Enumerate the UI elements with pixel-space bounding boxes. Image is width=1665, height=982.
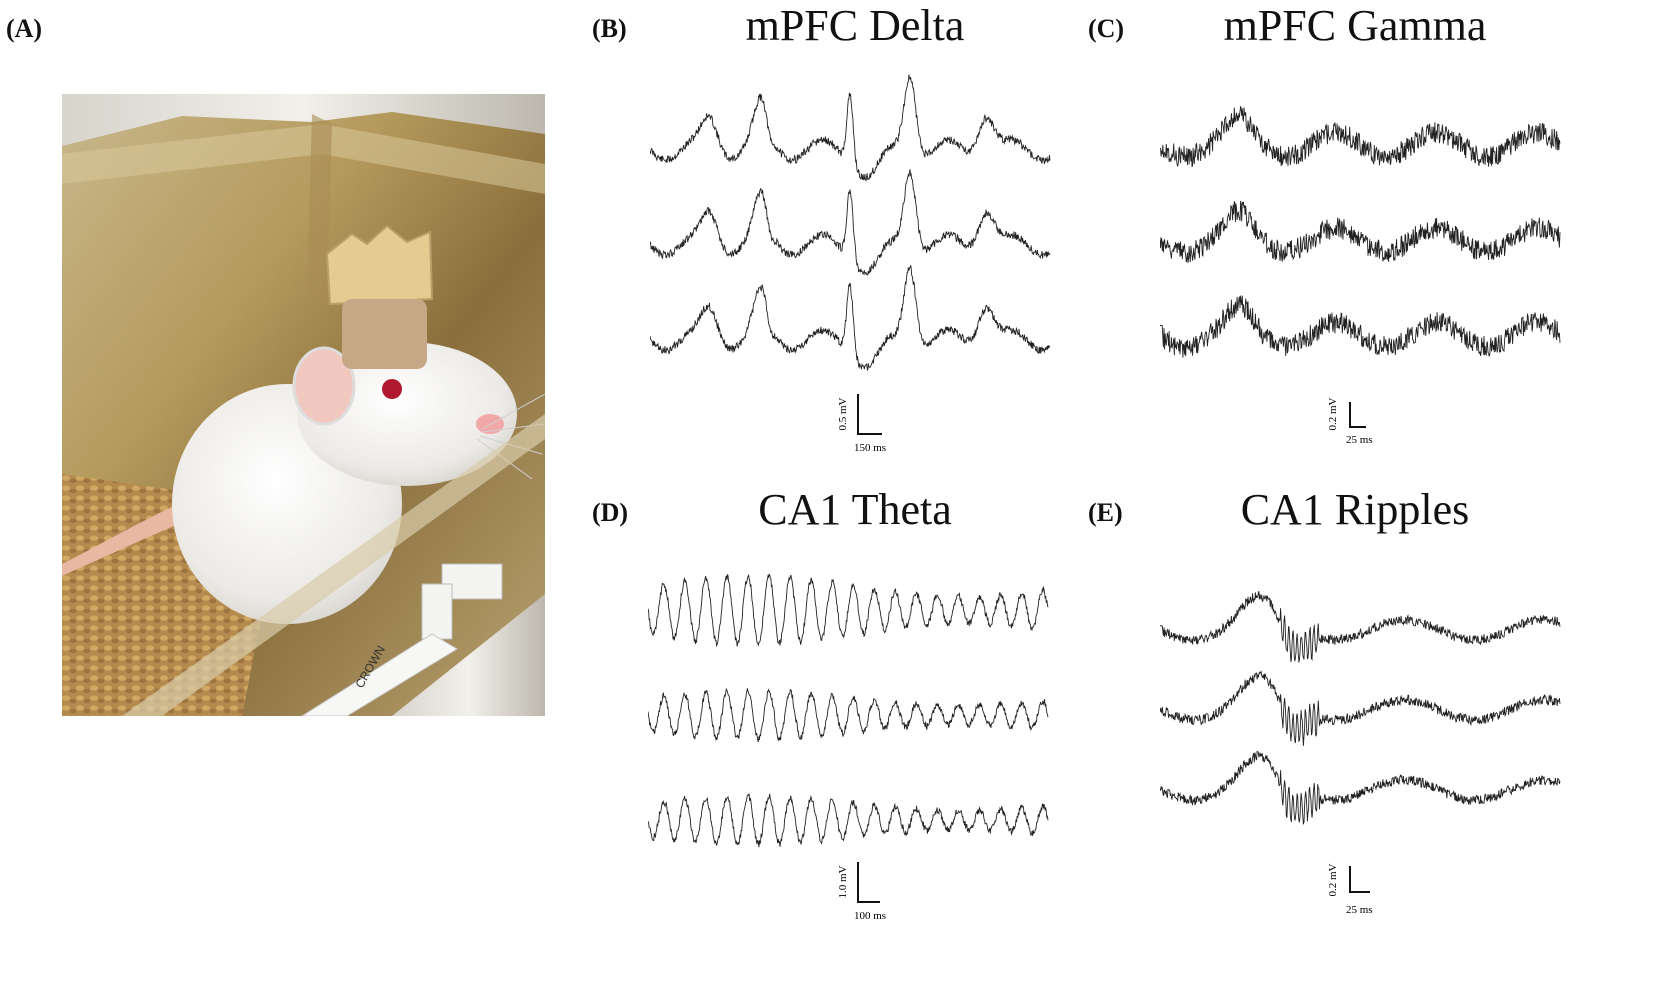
panel-title-d: CA1 Theta bbox=[758, 485, 952, 534]
cage-corner bbox=[307, 114, 332, 304]
scalebar-d-time: 100 ms bbox=[854, 910, 886, 922]
rat-eye bbox=[382, 379, 402, 399]
scalebar-c-voltage: 0.2 mV bbox=[1327, 397, 1339, 430]
panel-letter-e: (E) bbox=[1088, 498, 1123, 527]
panel-letter-b: (B) bbox=[592, 14, 627, 43]
scalebar-b-time: 150 ms bbox=[854, 442, 886, 454]
foil-top bbox=[62, 94, 545, 146]
scalebar-d-voltage: 1.0 mV bbox=[837, 865, 849, 898]
scalebar-e: 0.2 mV 25 ms bbox=[1327, 863, 1373, 916]
rat-photo: CROWN bbox=[62, 94, 545, 716]
scalebar-b-voltage: 0.5 mV bbox=[837, 397, 849, 430]
panel-letter-d: (D) bbox=[592, 498, 629, 527]
ripples-trace-3 bbox=[1160, 750, 1561, 825]
delta-trace-3 bbox=[650, 265, 1051, 371]
cage-rim bbox=[62, 124, 545, 194]
panel-title-b: mPFC Delta bbox=[745, 1, 965, 50]
theta-trace-2 bbox=[648, 687, 1049, 743]
gamma-trace-1 bbox=[1160, 106, 1561, 168]
gamma-trace-2 bbox=[1160, 200, 1561, 263]
theta-trace-1 bbox=[648, 573, 1049, 648]
traces-ca1-ripples bbox=[1160, 591, 1561, 825]
ripples-trace-2 bbox=[1160, 670, 1561, 746]
scalebar-b: 0.5 mV 150 ms bbox=[837, 394, 886, 454]
foil-bottom bbox=[392, 594, 545, 716]
rat-ear bbox=[292, 346, 356, 426]
panel-letter-a: (A) bbox=[6, 14, 43, 43]
scalebar-c-time: 25 ms bbox=[1346, 434, 1373, 446]
traces-mpfc-delta bbox=[650, 74, 1051, 371]
scalebar-e-voltage: 0.2 mV bbox=[1327, 863, 1339, 896]
ribbon-cable bbox=[301, 633, 458, 716]
ripples-trace-1 bbox=[1160, 591, 1561, 663]
panel-letter-c: (C) bbox=[1088, 14, 1125, 43]
connector-2 bbox=[421, 583, 453, 640]
delta-trace-2 bbox=[650, 169, 1051, 276]
scalebar-d: 1.0 mV 100 ms bbox=[837, 862, 886, 922]
traces-ca1-theta bbox=[648, 573, 1049, 848]
scalebar-e-time: 25 ms bbox=[1346, 904, 1373, 916]
panel-title-c: mPFC Gamma bbox=[1223, 1, 1487, 50]
theta-trace-3 bbox=[648, 793, 1049, 848]
traces-mpfc-gamma bbox=[1160, 106, 1561, 358]
dental-cement bbox=[342, 299, 427, 369]
scalebar-c: 0.2 mV 25 ms bbox=[1327, 397, 1373, 446]
gamma-trace-3 bbox=[1160, 295, 1561, 358]
panel-title-e: CA1 Ripples bbox=[1240, 485, 1470, 534]
delta-trace-1 bbox=[650, 74, 1051, 182]
cage-front-edge bbox=[122, 414, 545, 716]
